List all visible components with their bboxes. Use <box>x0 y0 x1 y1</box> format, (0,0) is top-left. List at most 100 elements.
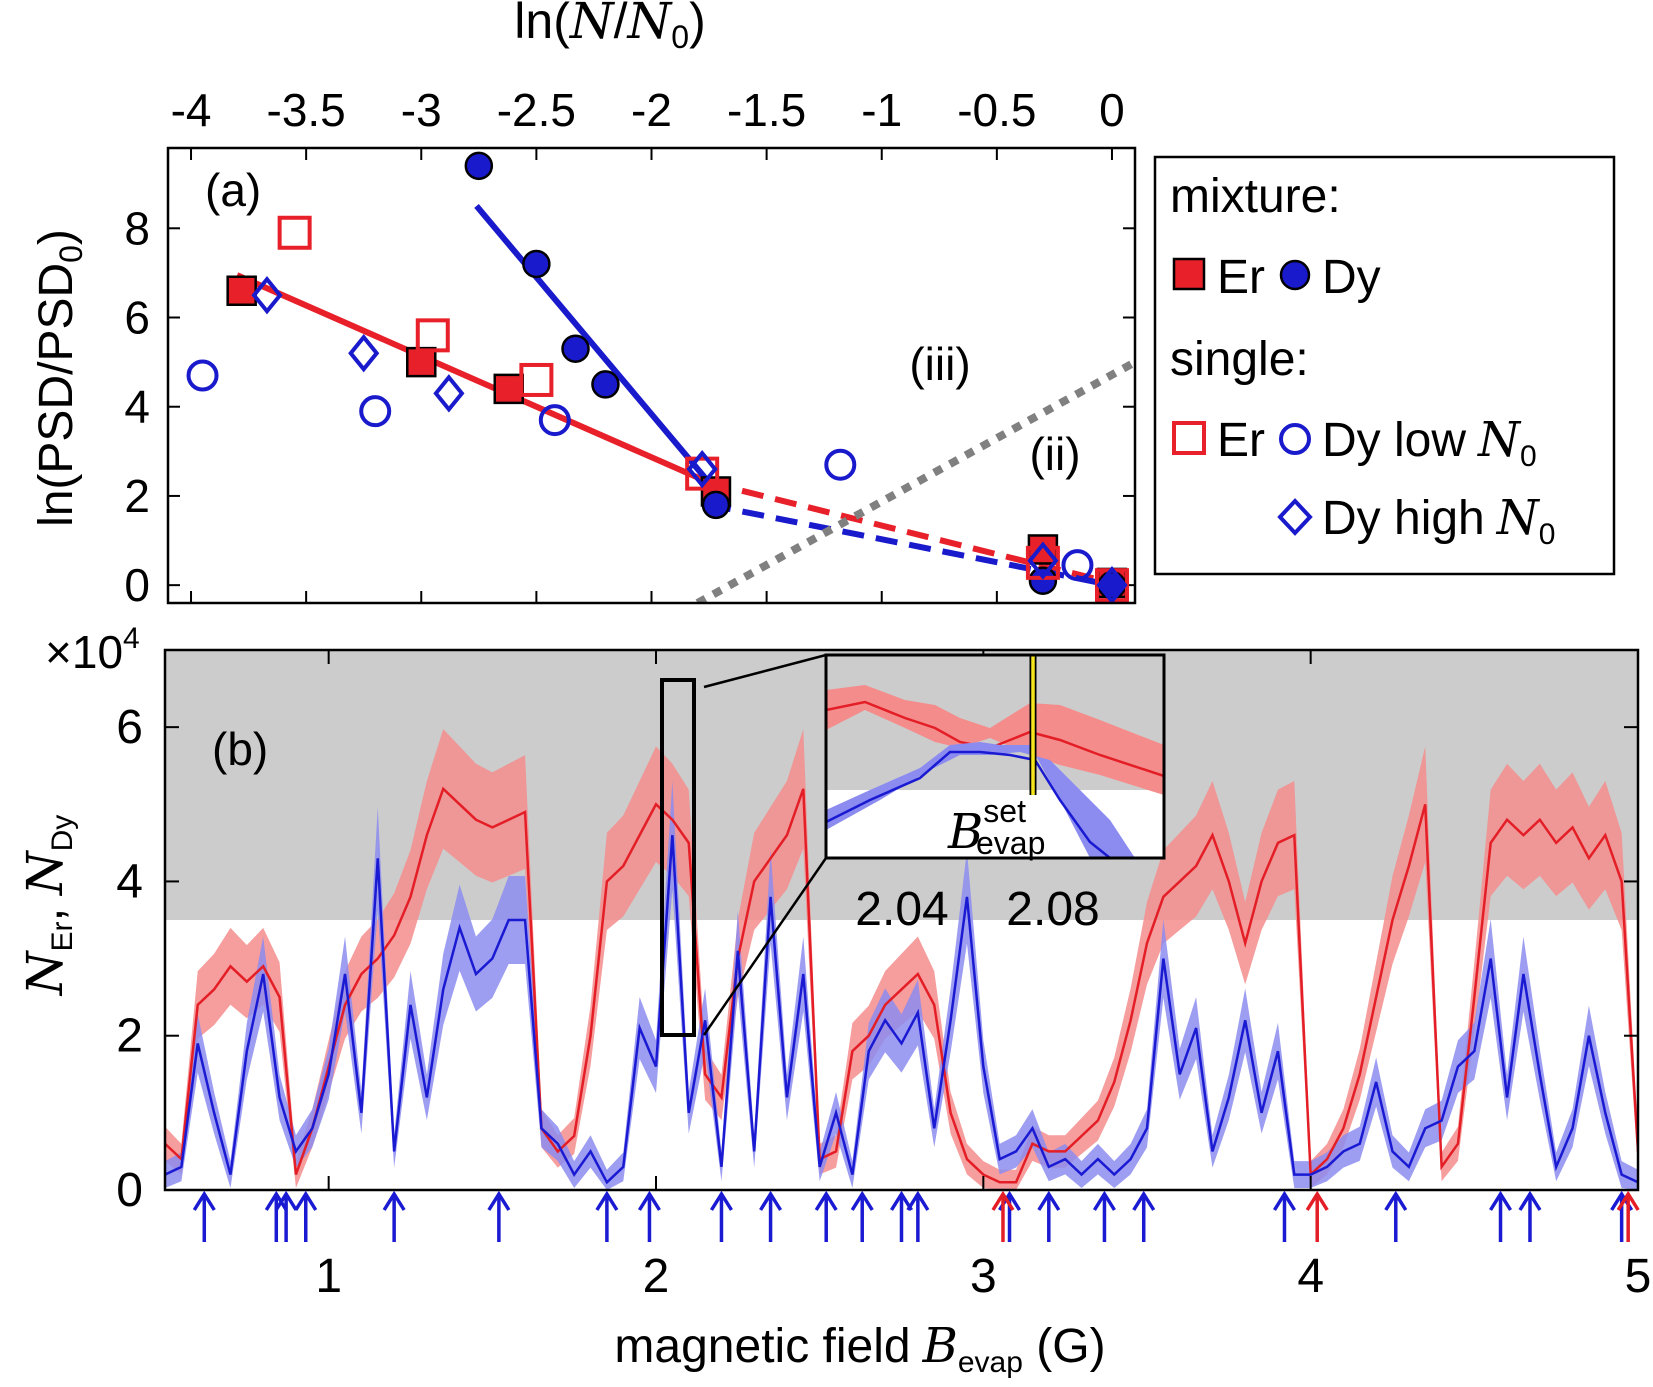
inset: Bset evap 2.04 2.08 <box>824 653 1166 936</box>
legend: mixture: Er Dy single: Er Dy low N0 Dy h… <box>1153 155 1616 576</box>
dy-low-point <box>186 359 219 392</box>
panel-b-arrows <box>192 1190 1640 1242</box>
panel-a-y-tick-label: 2 <box>124 470 150 522</box>
panel-b-y-axis-label: NEr, NDy <box>16 815 79 997</box>
inset-er-band <box>826 685 1164 795</box>
panel-a-fit-line-dotted <box>695 358 1135 603</box>
red-arrow-head <box>991 1190 1015 1211</box>
blue-arrow-head <box>1132 1190 1156 1211</box>
panel-b-x-tick-label: 3 <box>970 1250 997 1303</box>
panel-a-y-tick-label: 8 <box>124 202 150 254</box>
panel-a-x-tick-label: 0 <box>1099 84 1125 136</box>
er-single-point <box>685 456 720 491</box>
blue-arrow-head <box>1272 1190 1296 1211</box>
panel-a-y-axis-label: ln(PSD/PSD0) <box>30 229 89 527</box>
panel-b-x-tick-label: 2 <box>643 1250 670 1303</box>
panel-b-y-tick-label: 6 <box>116 701 143 754</box>
blue-arrow-head <box>1037 1190 1061 1211</box>
panel-a-fit-lines <box>235 204 1135 603</box>
dy-high-point <box>1027 541 1059 580</box>
dy-high-point <box>433 374 465 413</box>
panel-a-fit-line-dashed <box>708 479 1113 586</box>
dy-high-point <box>686 450 718 489</box>
legend-marker-dy-low <box>1279 423 1311 455</box>
dy-error-band <box>165 780 1638 1190</box>
legend-label-er-single: Er <box>1217 414 1265 467</box>
blue-arrow-head <box>1092 1190 1116 1211</box>
red-arrow-head <box>1305 1190 1329 1211</box>
panel-a-x-tick-label: -1 <box>861 84 902 136</box>
blue-arrow-head <box>382 1190 406 1211</box>
inset-marker-label: Bset evap <box>947 793 1045 861</box>
er-series-line <box>165 786 1638 1184</box>
dy-low-point <box>359 395 392 428</box>
red-arrow-head <box>1616 1190 1640 1211</box>
er-single-point <box>277 215 312 250</box>
blue-arrow-head <box>294 1190 318 1211</box>
legend-box <box>1153 155 1616 576</box>
dy-mixture-point <box>591 370 620 399</box>
panel-b-x-ticks: 1 2 3 4 5 <box>315 650 1651 1303</box>
legend-label-dy-mixture: Dy <box>1322 251 1381 304</box>
panel-a-x-tick-label: -2 <box>631 84 672 136</box>
panel-a: ln(N/N0) -4 -3.5 -3 -2.5 -2 -1.5 -1 -0.5 0 0 2 4 6 8… <box>30 0 1137 611</box>
panel-a-x-ticks: -4 -3.5 -3 -2.5 -2 -1.5 -1 -0.5 0 <box>171 84 1125 603</box>
panel-b: 1 2 3 4 5 0 2 4 6 ×104 (b) NEr, NDy magnetic fi… <box>16 622 1651 1379</box>
dy-series-line <box>165 835 1638 1185</box>
panel-a-y-tick-label: 4 <box>124 381 150 433</box>
dy-mixture-point <box>464 151 494 181</box>
inset-tick-label-2-08: 2.08 <box>1006 883 1099 936</box>
panel-a-x-tick-label: -0.5 <box>957 84 1036 136</box>
legend-label-dy-low: Dy low N0 <box>1322 412 1537 473</box>
legend-heading-mixture: mixture: <box>1170 170 1341 223</box>
blue-arrow-head <box>1384 1190 1408 1211</box>
blue-arrow-head <box>709 1190 733 1211</box>
blue-arrow-head <box>906 1190 930 1211</box>
panel-b-label: (b) <box>212 723 268 775</box>
blue-arrow-head <box>1518 1190 1542 1211</box>
blue-arrow-head <box>850 1190 874 1211</box>
inset-dy-line <box>826 750 1111 858</box>
dy-high-point <box>1096 565 1128 603</box>
dy-high-point <box>348 334 380 373</box>
panel-b-frame <box>163 648 1640 1192</box>
blue-arrow-head <box>637 1190 661 1211</box>
er-mixture-point <box>226 275 257 306</box>
legend-marker-er-single <box>1172 421 1206 455</box>
panel-b-y-tick-label: 0 <box>116 1164 143 1217</box>
panel-a-x-axis-label: ln(N/N0) <box>514 0 705 55</box>
panel-a-x-tick-label: -4 <box>171 84 212 136</box>
dy-mixture-point <box>1097 570 1127 600</box>
panel-a-x-tick-label: -3.5 <box>267 84 346 136</box>
panel-b-x-tick-label: 4 <box>1297 1250 1324 1303</box>
er-mixture-point <box>406 346 437 378</box>
panel-b-series <box>165 729 1638 1190</box>
zoom-region-box <box>660 678 696 1037</box>
dy-high-point <box>251 276 283 315</box>
dy-low-point <box>824 448 857 481</box>
legend-heading-single: single: <box>1170 333 1309 386</box>
inset-dy-band <box>826 742 1135 858</box>
panel-a-y-tick-label: 0 <box>124 559 150 611</box>
dy-mixture-point <box>561 334 590 363</box>
panel-a-data-points <box>186 151 1129 603</box>
panel-b-x-tick-label: 5 <box>1625 1250 1652 1303</box>
er-mixture-point <box>493 373 525 405</box>
blue-arrow-head <box>487 1190 511 1211</box>
blue-arrow-head <box>274 1190 298 1211</box>
inset-tick-label-2-04: 2.04 <box>855 883 948 936</box>
er-single-point <box>519 362 554 397</box>
blue-arrow-head <box>759 1190 783 1211</box>
panel-b-y-tick-label: 4 <box>116 855 143 908</box>
panel-b-y-ticks: 0 2 4 6 <box>116 701 1638 1217</box>
blue-arrow-head <box>192 1190 216 1211</box>
panel-b-y-tick-label: 2 <box>116 1010 143 1063</box>
er-error-band <box>165 729 1638 1190</box>
panel-a-x-tick-label: -2.5 <box>497 84 576 136</box>
panel-a-y-tick-label: 6 <box>124 292 150 344</box>
inset-plot <box>826 655 1164 858</box>
panel-a-x-tick-label: -3 <box>401 84 442 136</box>
zoom-connector-bottom <box>702 857 828 1036</box>
er-single-point <box>415 318 450 353</box>
